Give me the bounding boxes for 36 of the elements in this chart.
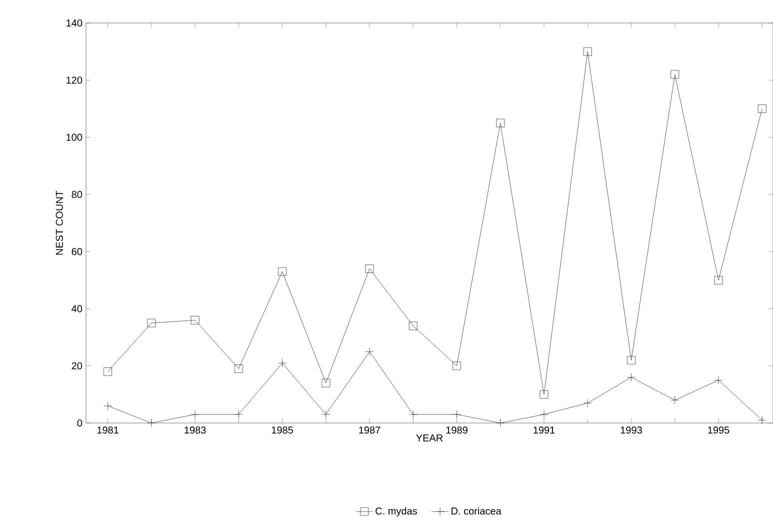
point: [147, 318, 156, 328]
y-tick-label: 100: [66, 134, 82, 141]
legend-label: D. coriacea: [452, 507, 502, 515]
y-tick-label: 60: [72, 248, 82, 256]
y-tick-label: 140: [66, 19, 82, 27]
y-tick-label: 80: [72, 190, 82, 198]
point: [322, 378, 330, 388]
point: [278, 267, 286, 276]
y-axis-title: NEST COUNT: [56, 190, 63, 255]
point: [714, 276, 723, 284]
x-tick-label: 1991: [534, 426, 555, 434]
point: [234, 364, 243, 373]
point: [540, 390, 548, 399]
x-tick-label: 1989: [446, 426, 468, 434]
y-tick-label: 20: [72, 362, 82, 370]
x-tick-label: 1985: [272, 426, 293, 434]
x-tick-label: 1987: [359, 426, 380, 434]
point: [670, 70, 680, 79]
point: [190, 316, 200, 324]
x-tick-label: 1981: [97, 426, 118, 434]
x-axis-title: YEAR: [416, 434, 443, 442]
legend-label: C. mydas: [376, 507, 417, 517]
y-tick-label: 120: [66, 76, 82, 84]
point: [627, 356, 636, 364]
point: [365, 264, 374, 273]
point: [496, 118, 505, 128]
point: [452, 362, 461, 370]
x-tick-label: 1993: [620, 426, 642, 434]
point: [104, 367, 112, 376]
x-tick-label: 1983: [184, 426, 206, 434]
y-tick-label: 40: [72, 305, 82, 312]
point: [758, 104, 766, 113]
y-tick-label: 0: [77, 419, 82, 427]
point: [408, 322, 418, 330]
x-tick-label: 1995: [708, 426, 730, 434]
point: [583, 47, 592, 56]
